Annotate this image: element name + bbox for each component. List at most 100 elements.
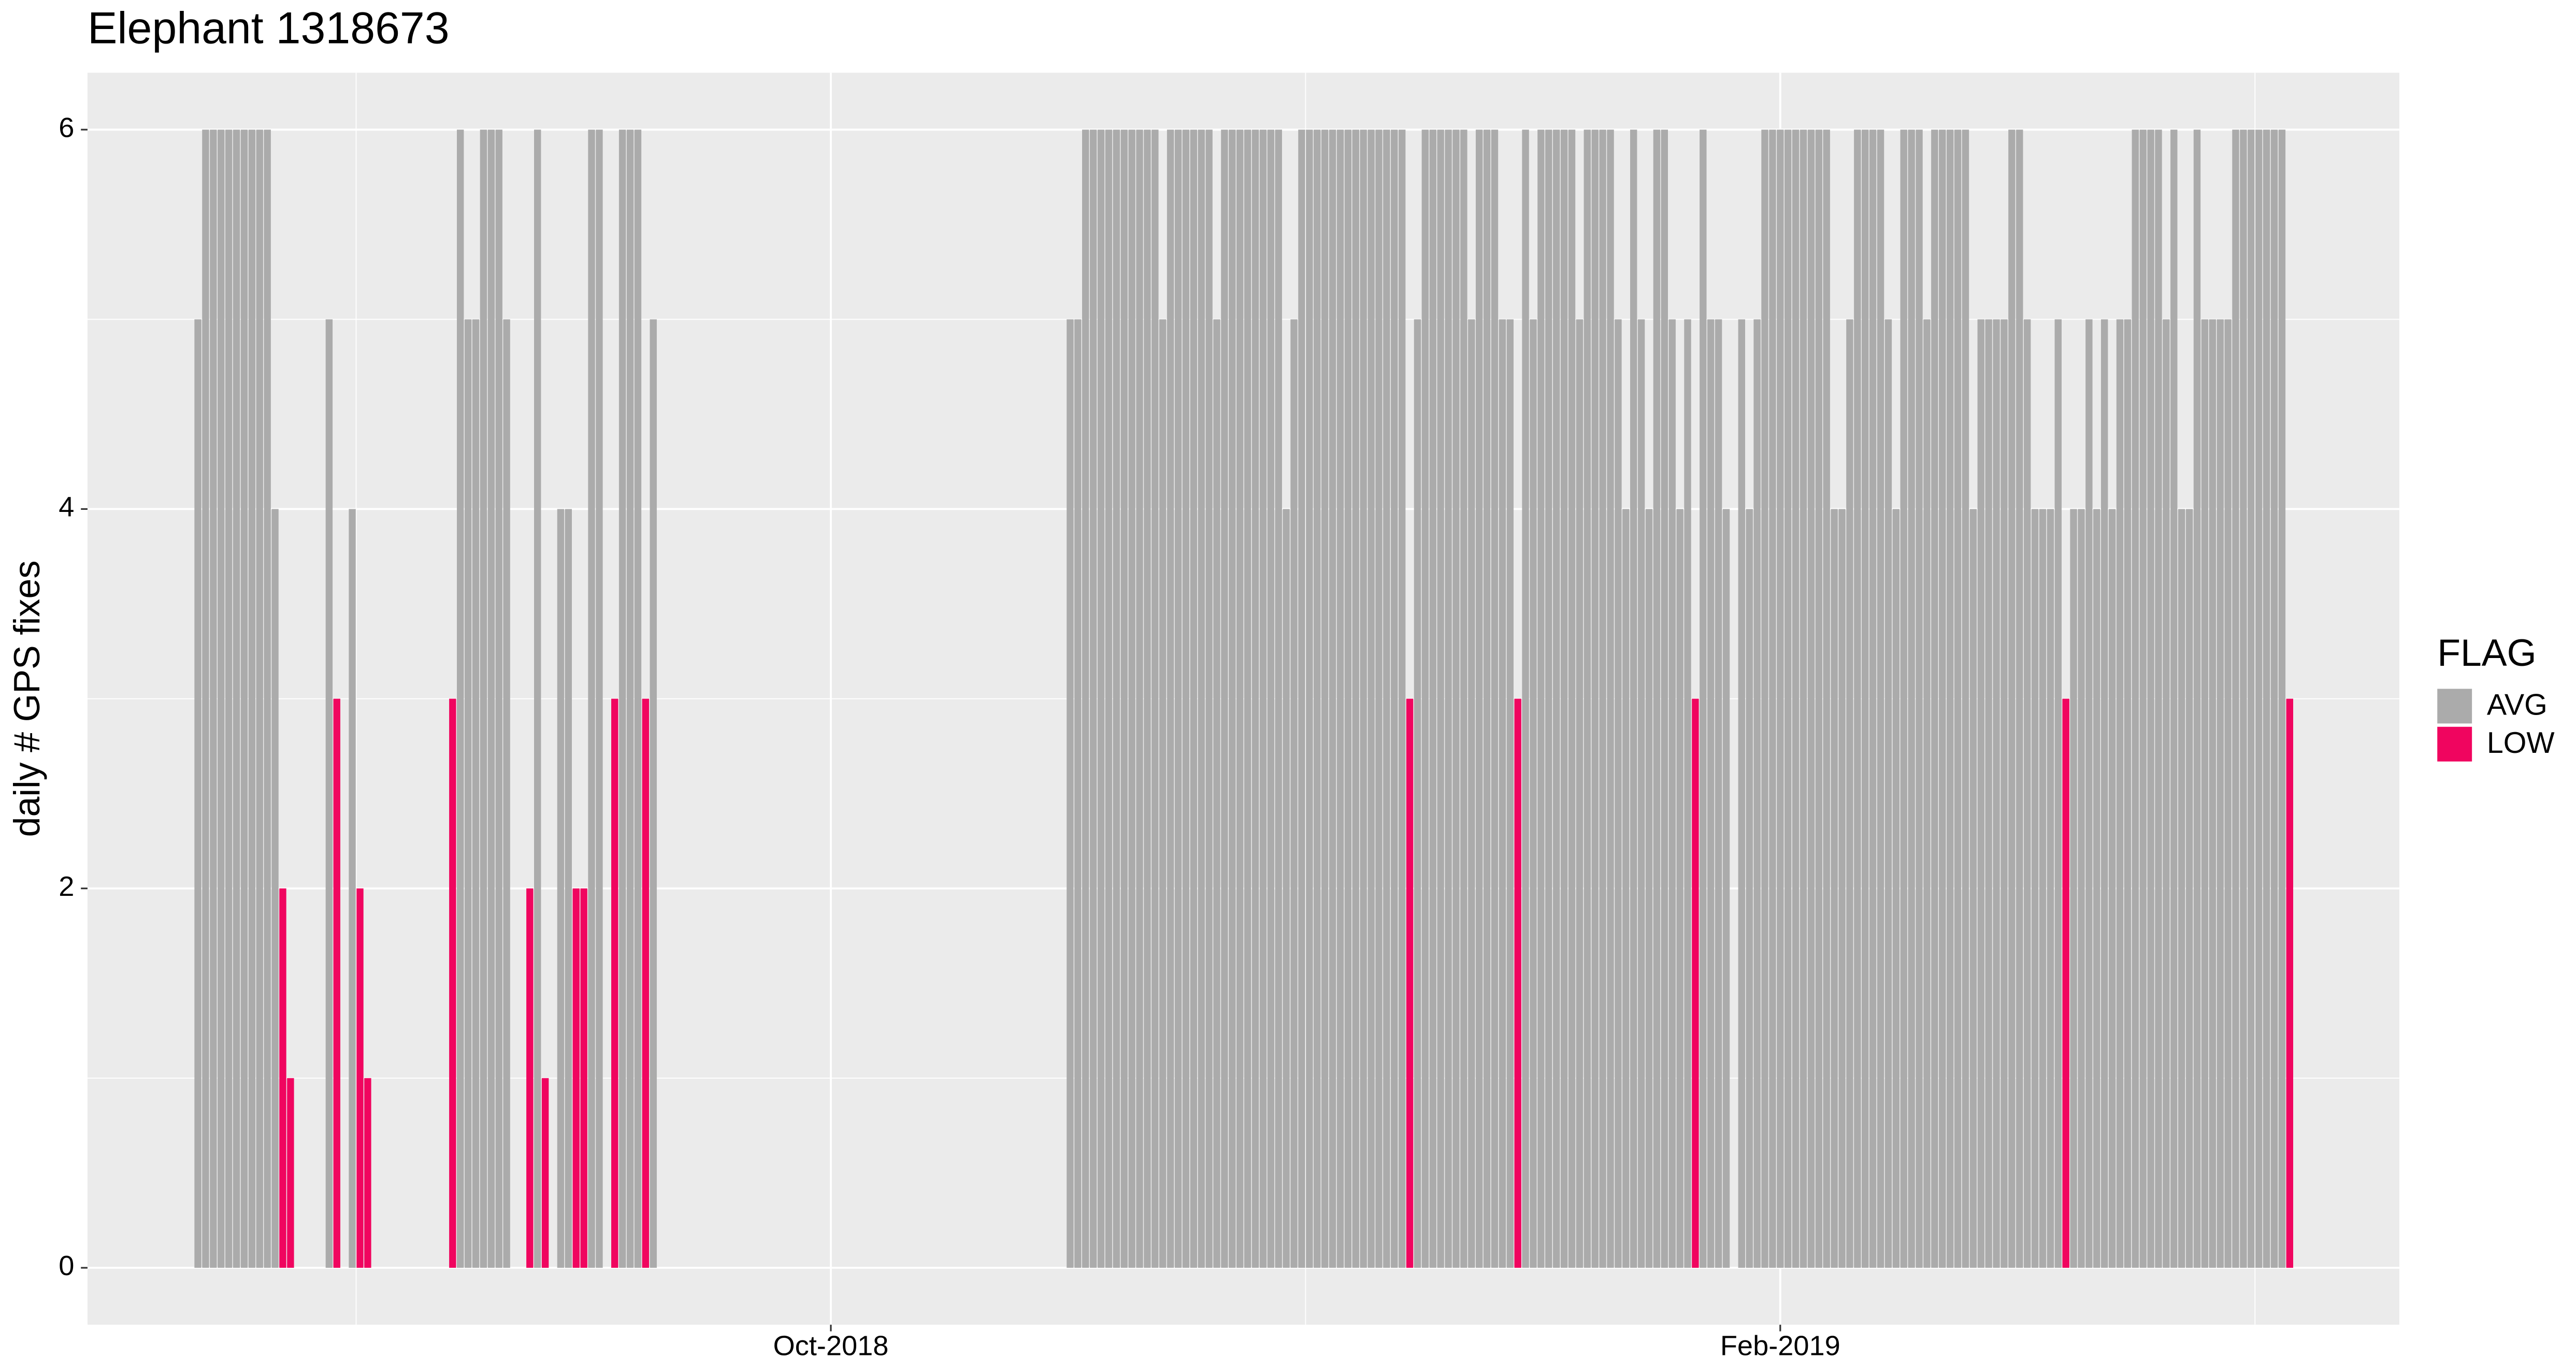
- bar: [1174, 130, 1182, 1268]
- bar: [1298, 130, 1305, 1268]
- bar: [2270, 130, 2278, 1268]
- bar: [1753, 319, 1761, 1268]
- bar: [1977, 319, 1984, 1268]
- bar: [1761, 130, 1768, 1268]
- bar: [1985, 319, 1992, 1268]
- bar: [1097, 130, 1105, 1268]
- y-axis-label: daily # GPS fixes: [7, 561, 47, 837]
- bar: [2054, 319, 2062, 1268]
- bar: [1082, 130, 1089, 1268]
- bar: [2132, 130, 2139, 1268]
- bar: [456, 130, 464, 1268]
- bar: [1854, 130, 1861, 1268]
- x-tick-label: Feb-2019: [1720, 1331, 1840, 1362]
- bar: [1707, 319, 1715, 1268]
- bar: [1916, 130, 1923, 1268]
- bar: [1514, 698, 1521, 1268]
- bar: [1306, 130, 1313, 1268]
- y-tick-label: 2: [59, 871, 74, 902]
- bar: [1537, 130, 1545, 1268]
- bar: [1244, 130, 1251, 1268]
- bar: [1067, 319, 1074, 1268]
- bar: [2008, 130, 2016, 1268]
- bar: [495, 130, 502, 1268]
- bar: [1483, 130, 1491, 1268]
- bar: [2070, 509, 2077, 1268]
- bar: [287, 1078, 294, 1268]
- bar: [1159, 319, 1167, 1268]
- bar: [1591, 130, 1599, 1268]
- bar: [642, 698, 650, 1268]
- bar: [240, 130, 248, 1268]
- bar: [1692, 698, 1699, 1268]
- bar: [1236, 130, 1244, 1268]
- bar: [1884, 319, 1892, 1268]
- bar: [1144, 130, 1151, 1268]
- bar: [2163, 319, 2170, 1268]
- bar: [1190, 130, 1198, 1268]
- legend-title: FLAG: [2437, 632, 2536, 674]
- bar: [2240, 130, 2247, 1268]
- bar: [1568, 130, 1576, 1268]
- bar: [2286, 698, 2294, 1268]
- bar: [487, 130, 495, 1268]
- bar: [2263, 130, 2270, 1268]
- bar: [1800, 130, 1807, 1268]
- bar: [1475, 130, 1483, 1268]
- bar: [2201, 319, 2209, 1268]
- bar: [271, 509, 279, 1268]
- bar: [1522, 130, 1529, 1268]
- bar: [1576, 319, 1584, 1268]
- bar: [611, 698, 618, 1268]
- bar: [2248, 130, 2255, 1268]
- bar: [2224, 319, 2232, 1268]
- bar: [1923, 319, 1931, 1268]
- bar: [2031, 509, 2039, 1268]
- bar: [2139, 130, 2147, 1268]
- bar: [1437, 130, 1444, 1268]
- bar: [1375, 130, 1383, 1268]
- bar: [1368, 130, 1375, 1268]
- bar: [194, 319, 202, 1268]
- bar: [565, 509, 572, 1268]
- bar: [1089, 130, 1097, 1268]
- bar: [472, 319, 480, 1268]
- bar: [1630, 130, 1637, 1268]
- bar: [2047, 509, 2054, 1268]
- bar: [1862, 130, 1869, 1268]
- bar: [2147, 130, 2154, 1268]
- bar: [1545, 130, 1552, 1268]
- x-tick-label: Oct-2018: [773, 1331, 889, 1362]
- bar: [1460, 130, 1467, 1268]
- bar: [1113, 130, 1120, 1268]
- bar: [1823, 130, 1830, 1268]
- bar: [1831, 509, 1838, 1268]
- bar: [1931, 130, 1938, 1268]
- bar: [2100, 319, 2108, 1268]
- bar: [1283, 509, 1290, 1268]
- bar: [1499, 319, 1506, 1268]
- bar: [1406, 698, 1414, 1268]
- bar: [1715, 319, 1722, 1268]
- bar: [1908, 130, 1915, 1268]
- bar: [1452, 130, 1460, 1268]
- bar: [1128, 130, 1135, 1268]
- bar: [572, 888, 580, 1268]
- bar: [1360, 130, 1367, 1268]
- bar: [1344, 130, 1352, 1268]
- bar: [1946, 130, 1954, 1268]
- bar: [1815, 130, 1823, 1268]
- bar: [1251, 130, 1259, 1268]
- bar: [1429, 130, 1436, 1268]
- bar: [2255, 130, 2263, 1268]
- bar: [650, 319, 657, 1268]
- bar: [596, 130, 603, 1268]
- bar: [248, 130, 256, 1268]
- bar: [557, 509, 565, 1268]
- bar: [1267, 130, 1275, 1268]
- bar: [1777, 130, 1784, 1268]
- bar: [1637, 319, 1645, 1268]
- bar: [1352, 130, 1359, 1268]
- bar: [1684, 319, 1691, 1268]
